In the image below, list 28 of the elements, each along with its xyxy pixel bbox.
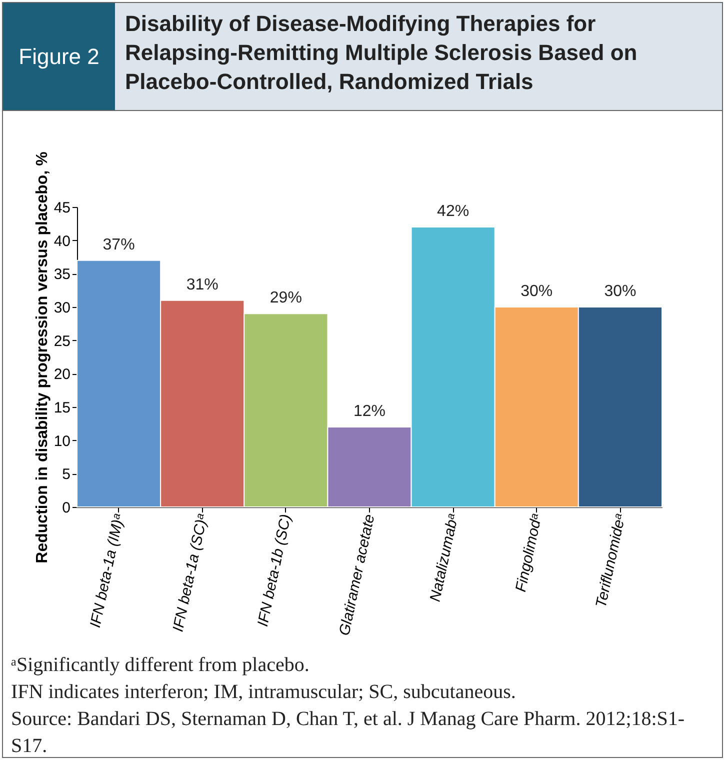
text: IFN indicates interferon; IM, intramuscular; SC, subcutaneous. xyxy=(11,680,517,705)
y-tick-label: 5 xyxy=(62,466,70,484)
data-label: 37% xyxy=(102,236,135,254)
chart-subtitle: Figure 2 xyxy=(3,3,115,110)
data-label: 29% xyxy=(270,290,302,307)
y-tick-label: 0 xyxy=(62,500,70,516)
y-tick-label: 25 xyxy=(54,332,70,350)
y-axis-title: Reduction in disability progression versus placebo, % xyxy=(34,152,51,564)
data-label: 30% xyxy=(604,283,636,300)
chart-title: Disability of Disease-Modifying Therapies for Relapsing-Remitting Multiple Sclerosis Based on Placebo-Controlled, Randomized Trials xyxy=(124,10,638,96)
y-tick-label: 15 xyxy=(54,400,70,416)
source-note: Source: Bandari DS, Sternaman D, Chan T, et al. J Manag Care Pharm. 2012;18:S1-S17. xyxy=(11,707,686,759)
x-tick-label: IFN beta-1a (IM)ᵃ xyxy=(86,512,128,630)
y-tick-label: 35 xyxy=(54,266,70,284)
x-tick-label: IFN beta-1a (SC)ᵃ xyxy=(170,512,212,634)
text: ᵃSignificantly different from placebo. xyxy=(11,653,310,678)
y-tick-label: 20 xyxy=(54,366,70,384)
y-tick-label: 10 xyxy=(54,432,70,450)
y-tick-label: 45 xyxy=(54,200,70,216)
data-label: 31% xyxy=(186,276,218,294)
data-label: 42% xyxy=(437,203,470,220)
y-tick-label: 30 xyxy=(54,300,70,316)
x-tick-label: IFN beta-1b (SC) xyxy=(254,512,295,628)
x-tick-label: Fingolimodᵃ xyxy=(512,512,546,594)
x-tick-label: Glatiramer acetate xyxy=(336,512,378,638)
data-label: 30% xyxy=(520,283,553,300)
data-label: 12% xyxy=(353,403,386,420)
y-tick-label: 40 xyxy=(54,232,70,250)
